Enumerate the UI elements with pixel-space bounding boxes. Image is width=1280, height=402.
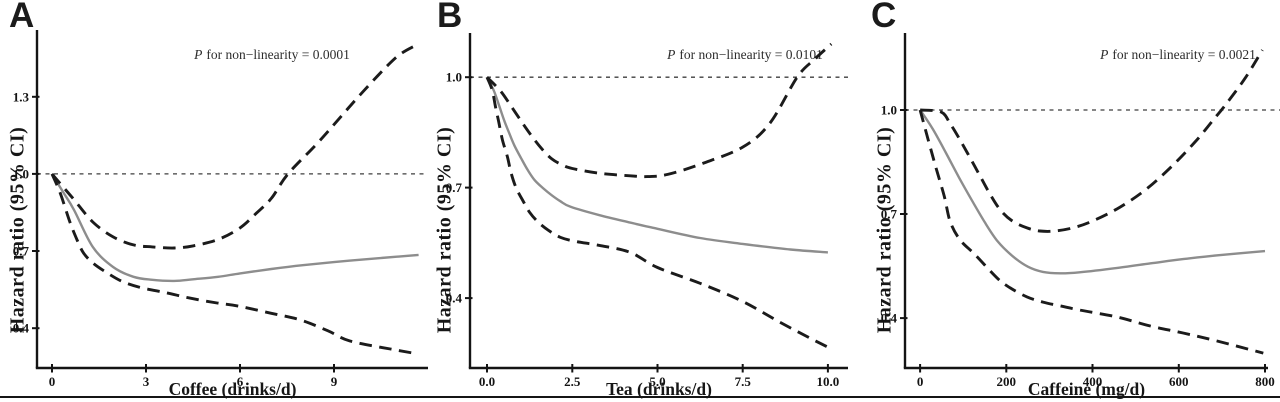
x-tick-label: 0.0 xyxy=(479,374,495,389)
hazard-ratio-curve xyxy=(50,173,419,283)
y-tick-label: 0.7 xyxy=(13,244,30,259)
x-tick-label: 800 xyxy=(1255,374,1275,389)
x-tick-label: 600 xyxy=(1169,374,1189,389)
y-tick-label: 0.7 xyxy=(881,207,898,222)
x-tick-label: 400 xyxy=(1083,374,1103,389)
y-tick-label: 0.4 xyxy=(881,311,898,326)
y-tick-label: 0.4 xyxy=(13,321,30,336)
x-axis-label: Coffee (drinks/d) xyxy=(168,379,297,399)
plot-area-caffeine: 1.0 0.7 0.4 0 200 400 600 800 xyxy=(881,33,1280,389)
x-tick-label: 10.0 xyxy=(817,374,840,389)
x-tick-label: 3 xyxy=(143,374,150,389)
ci-upper-curve xyxy=(919,49,1264,233)
ci-lower-curve xyxy=(918,109,1264,355)
x-tick-label: 9 xyxy=(331,374,338,389)
p-annotation-text: for non−linearity = 0.0001 xyxy=(206,47,350,62)
hazard-ratio-curve xyxy=(919,109,1266,275)
p-annotation-text: for non−linearity = 0.0021 xyxy=(1112,47,1256,62)
x-tick-label: 6 xyxy=(237,374,244,389)
p-symbol: P xyxy=(194,47,203,62)
p-symbol: P xyxy=(1100,47,1109,62)
panel-label-a: A xyxy=(9,0,35,35)
ci-lower-curve xyxy=(50,173,419,356)
figure-bottom-rule xyxy=(0,396,1280,399)
panel-label-b: B xyxy=(437,0,463,35)
x-tick-label: 0 xyxy=(49,374,56,389)
p-annotation-text: for non−linearity = 0.0101 xyxy=(679,47,823,62)
x-tick-label: 5.0 xyxy=(649,374,665,389)
y-tick-label: 1.0 xyxy=(881,103,897,118)
ci-lower-curve xyxy=(485,76,832,351)
x-axis-label: Caffeine (mg/d) xyxy=(1027,379,1146,399)
hazard-ratio-curve xyxy=(485,76,828,254)
x-tick-label: 200 xyxy=(997,374,1017,389)
plot-area-tea: 1.0 0.7 0.4 0.0 2.5 5.0 7.5 10.0 xyxy=(446,33,848,389)
ci-upper-curve xyxy=(485,42,833,179)
y-tick-label: 1.3 xyxy=(13,89,30,104)
plot-area-coffee: 1.3 1.0 0.7 0.4 0 3 6 9 xyxy=(13,30,428,389)
ci-upper-curve xyxy=(50,44,417,250)
y-tick-label: 1.0 xyxy=(13,166,29,181)
x-axis-label: Tea (drinks/d) xyxy=(606,379,712,399)
x-tick-label: 2.5 xyxy=(564,374,581,389)
panel-label-c: C xyxy=(871,0,897,35)
x-tick-label: 7.5 xyxy=(735,374,752,389)
p-symbol: P xyxy=(667,47,676,62)
x-tick-label: 0 xyxy=(917,374,924,389)
y-tick-label: 0.4 xyxy=(446,291,463,306)
y-tick-label: 0.7 xyxy=(446,180,463,195)
y-tick-label: 1.0 xyxy=(446,70,462,85)
